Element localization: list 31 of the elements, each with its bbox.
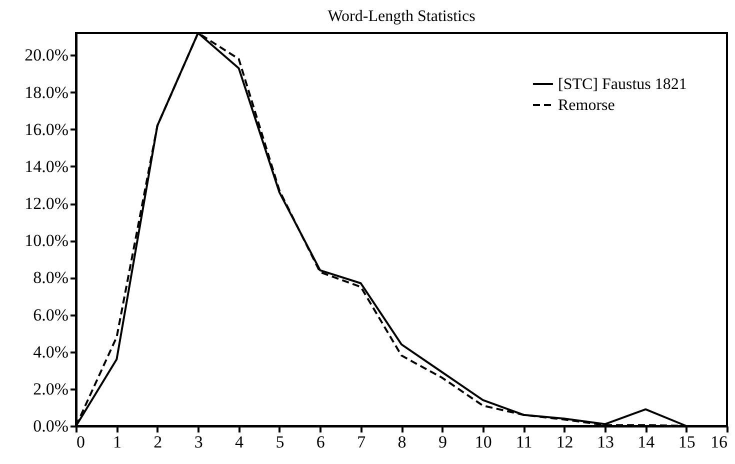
x-tick-label: 12 [556, 432, 574, 452]
x-tick-label: 6 [316, 432, 325, 452]
x-tick-label: 5 [276, 432, 284, 452]
x-tick-label: 15 [678, 432, 696, 452]
x-tick-label: 7 [357, 432, 366, 452]
x-tick-label: 11 [516, 432, 532, 452]
legend-label: [STC] Faustus 1821 [558, 76, 687, 93]
x-tick-label: 4 [235, 432, 244, 452]
x-tick-label: 0 [76, 432, 85, 452]
y-tick-label: 16.0% [24, 120, 68, 139]
y-tick-label: 2.0% [33, 379, 68, 398]
legend-label: Remorse [558, 97, 615, 114]
x-tick-label: 16 [710, 432, 728, 452]
x-tick-label: 2 [154, 432, 162, 452]
y-tick-label: 20.0% [24, 46, 68, 65]
x-tick-label: 3 [194, 432, 203, 452]
y-tick-label: 10.0% [24, 231, 68, 250]
y-tick-label: 14.0% [24, 156, 68, 176]
y-tick-label: 6.0% [33, 305, 68, 324]
y-tick-label: 0.0% [33, 416, 68, 436]
x-tick-label: 14 [638, 432, 656, 452]
x-tick-label: 10 [474, 432, 492, 452]
y-tick-label: 4.0% [33, 342, 68, 362]
x-tick-label: 1 [112, 432, 122, 452]
y-tick-label: 12.0% [24, 194, 68, 214]
y-tick-label: 8.0% [33, 268, 68, 288]
y-tick-label: 18.0% [24, 82, 68, 102]
x-tick-label: 13 [596, 432, 614, 452]
chart-title: Word-Length Statistics [328, 8, 476, 25]
x-tick-label: 8 [398, 432, 406, 452]
x-tick-label: 9 [438, 432, 447, 452]
